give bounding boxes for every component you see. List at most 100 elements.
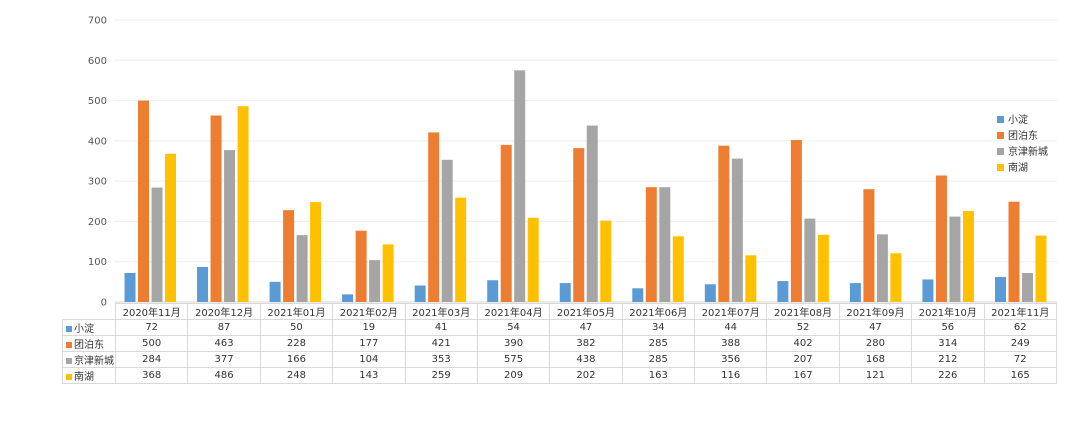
legend-label: 小淀 [1008,113,1028,126]
y-tick-label: 700 [88,16,107,27]
row-swatch [66,358,72,364]
table-row: 团泊东 500 463 228 177 421 390 382 285 388 402 280 314 2… [62,335,1057,352]
bar-京津新城-2021年05月 [586,125,598,302]
data-cell: 314 [911,335,985,352]
data-cell: 382 [549,335,623,352]
series-name: 京津新城 [74,356,114,367]
data-cell: 390 [476,335,551,352]
data-cell: 34 [621,319,696,336]
y-axis: 0 100 200 300 400 500 600 700 [88,16,107,309]
data-cell: 249 [983,335,1057,352]
row-label: 小淀 [62,319,116,336]
data-cell: 207 [766,351,840,368]
bar-南湖-2021年11月 [1035,235,1047,302]
row-label: 京津新城 [62,351,116,368]
data-cell: 50 [259,319,334,336]
legend-swatch [997,132,1004,139]
category-label: 2021年11月 [983,303,1057,320]
bar-南湖-2021年06月 [672,236,684,302]
bar-小淀-2021年07月 [704,284,716,302]
bar-小淀-2021年06月 [632,288,644,302]
data-cell: 166 [259,351,334,368]
bar-京津新城-2021年03月 [441,159,453,302]
data-cell: 388 [693,335,768,352]
data-cell: 47 [549,319,623,336]
category-label: 2021年01月 [259,303,334,320]
bar-团泊东-2021年01月 [283,210,295,302]
row-swatch [66,374,72,380]
row-label: 南湖 [62,367,116,384]
category-label: 2021年04月 [476,303,551,320]
data-cell: 212 [911,351,985,368]
data-cell: 116 [693,367,768,384]
data-cell: 226 [911,367,985,384]
data-cell: 104 [332,351,406,368]
category-label: 2021年02月 [332,303,406,320]
legend-swatch [997,148,1004,155]
bar-南湖-2021年03月 [455,197,467,302]
data-cell: 56 [911,319,985,336]
data-cell: 228 [259,335,334,352]
category-label: 2021年03月 [404,303,478,320]
y-tick-label: 0 [101,298,107,309]
bar-小淀-2021年09月 [849,283,861,302]
data-cell: 353 [404,351,478,368]
bar-南湖-2021年08月 [817,234,829,302]
y-tick-label: 200 [88,217,107,228]
data-cell: 377 [187,351,261,368]
bar-京津新城-2021年02月 [369,260,381,302]
y-tick-label: 600 [88,56,107,67]
gridlines [114,19,1057,303]
bar-团泊东-2021年03月 [428,132,440,302]
data-cell: 87 [187,319,261,336]
bar-小淀-2021年08月 [777,281,789,302]
bar-团泊东-2021年04月 [500,144,512,302]
bar-南湖-2021年10月 [962,210,974,302]
data-cell: 177 [332,335,406,352]
bar-南湖-2021年02月 [382,244,394,302]
legend-swatch [997,164,1004,171]
data-cell: 438 [549,351,623,368]
y-tick-label: 500 [88,96,107,107]
bar-京津新城-2021年08月 [804,218,816,302]
table-header-row: 2020年11月 2020年12月 2021年01月 2021年02月 2021年03月… [62,303,1057,320]
table-row: 小淀 72 87 50 19 41 54 47 34 44 52 47 56 62 [62,319,1057,336]
data-cell: 121 [838,367,913,384]
bar-小淀-2020年12月 [197,266,209,302]
data-cell: 368 [114,367,189,384]
category-label: 2021年09月 [838,303,913,320]
bar-小淀-2021年01月 [269,281,281,302]
bar-团泊东-2021年05月 [573,148,585,302]
category-label: 2020年11月 [114,303,189,320]
data-cell: 62 [983,319,1057,336]
bar-京津新城-2021年10月 [949,216,961,302]
data-cell: 72 [114,319,189,336]
bar-团泊东-2021年10月 [935,175,947,302]
legend-label: 南湖 [1008,161,1028,174]
y-tick-label: 100 [88,257,107,268]
data-cell: 486 [187,367,261,384]
data-cell: 421 [404,335,478,352]
data-cell: 168 [838,351,913,368]
category-label: 2021年06月 [621,303,696,320]
data-cell: 248 [259,367,334,384]
data-cell: 285 [621,351,696,368]
bar-团泊东-2021年11月 [1008,201,1020,302]
table-row: 南湖 368 486 248 143 259 209 202 163 116 167 121 226 16… [62,367,1057,384]
data-cell: 259 [404,367,478,384]
category-label: 2021年05月 [549,303,623,320]
data-cell: 285 [621,335,696,352]
series-name: 南湖 [74,372,94,383]
bar-小淀-2021年11月 [994,277,1006,302]
bars [124,70,1047,303]
bar-南湖-2021年04月 [527,217,539,302]
bar-京津新城-2021年07月 [731,158,743,302]
data-cell: 500 [114,335,189,352]
bar-南湖-2021年01月 [310,202,322,302]
bar-京津新城-2021年01月 [296,235,308,302]
data-cell: 165 [983,367,1057,384]
category-label: 2021年08月 [766,303,840,320]
bar-团泊东-2020年11月 [138,100,150,302]
data-cell: 47 [838,319,913,336]
